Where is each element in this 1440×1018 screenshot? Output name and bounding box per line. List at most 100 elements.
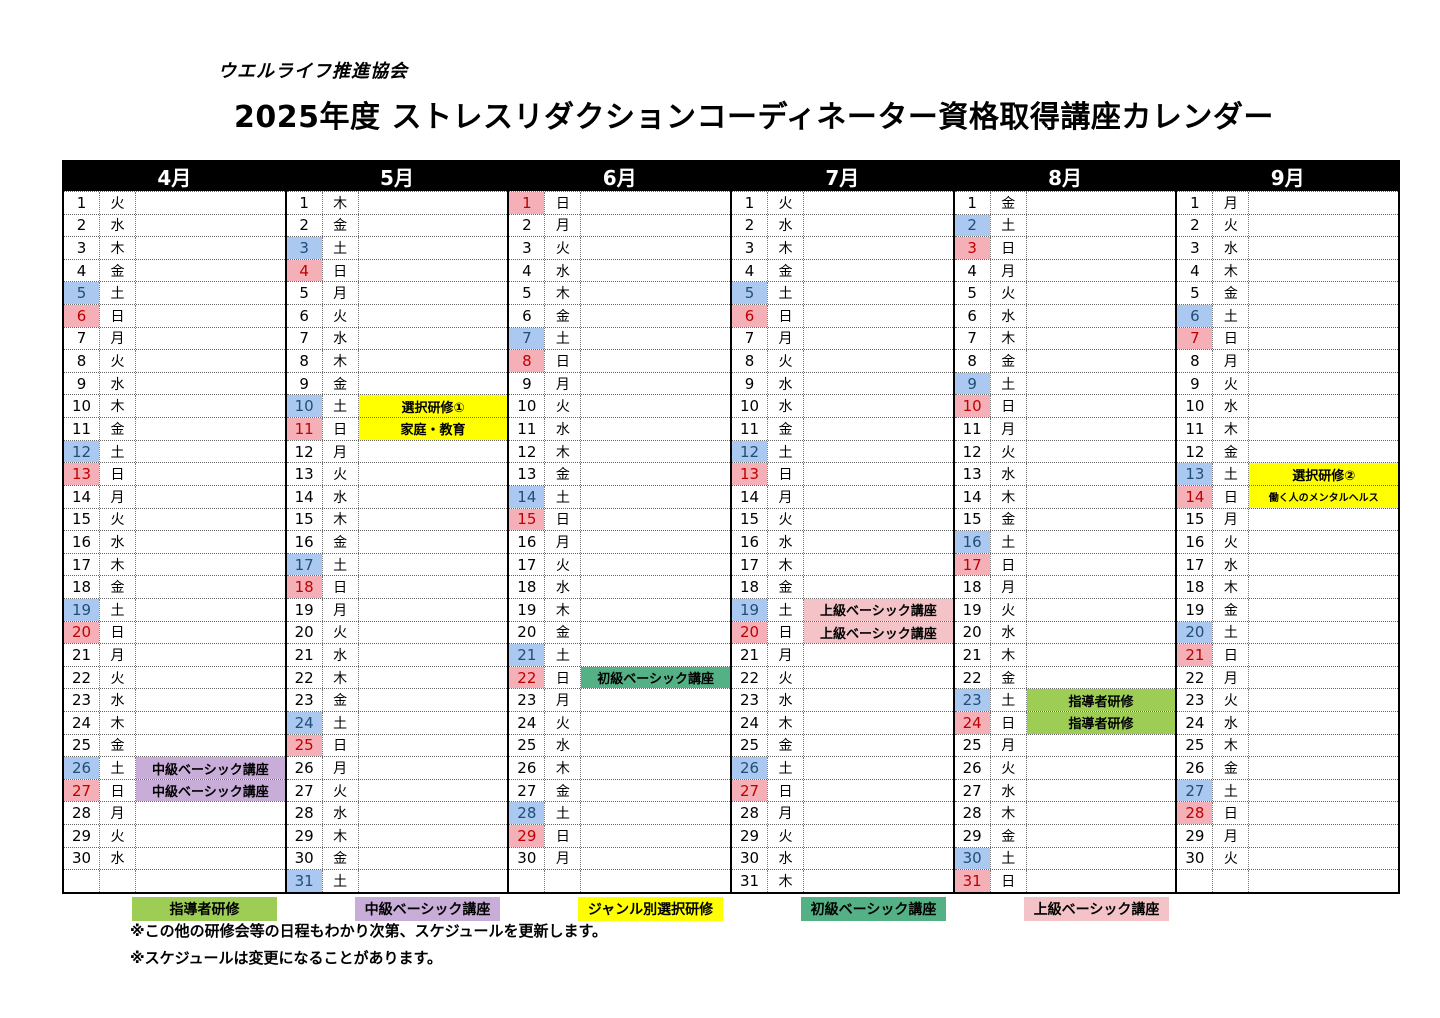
event-cell [581,757,730,779]
weekday-cell: 水 [321,644,359,666]
event-cell [1249,418,1398,440]
day-number-cell: 28 [739,804,760,823]
event-cell [136,712,285,734]
calendar-row: 16 水 [64,530,285,553]
calendar-row: 14 月 [732,484,953,508]
calendar-row: 27 金 [509,778,731,802]
weekday-cell: 火 [544,553,582,576]
calendar-row: 11 金 [732,417,953,440]
weekday-cell: 木 [989,802,1027,825]
calendar-row: 20 火 [286,620,508,644]
day-number-cell: 14 [962,487,982,506]
day-number-cell: 13 [732,463,768,485]
event-cell [1027,622,1176,644]
event-cell [581,350,730,372]
day-number-cell: 18 [962,578,982,597]
day-number-cell: 3 [1190,239,1200,258]
calendar-row: 14 水 [286,484,508,508]
weekday-cell: 土 [544,644,582,666]
event-cell [136,848,285,870]
weekday-cell: 土 [1212,621,1250,644]
day-number-cell: 9 [744,374,755,393]
calendar-row: 10 日 [954,394,1176,418]
event-cell [1027,463,1176,485]
weekday-cell: 日 [544,350,582,372]
weekday-cell: 日 [989,395,1027,418]
event-cell [804,237,953,259]
event-cell [581,599,730,621]
day-number-cell: 1 [1190,193,1200,212]
weekday-cell: 日 [321,576,359,598]
weekday-cell: 木 [1212,259,1250,282]
event-cell [1249,282,1398,304]
day-number-cell: 8 [509,350,545,372]
weekday-cell: 月 [989,576,1027,598]
day-number-cell: 18 [71,578,92,597]
weekday-cell: 月 [99,485,136,508]
weekday-cell: 土 [1212,779,1250,802]
day-number-cell: 3 [954,237,990,259]
calendar-row: 17 土 [286,552,508,576]
weekday-cell: 土 [989,372,1027,395]
day-number-cell: 19 [1185,600,1205,619]
legend-item: 上級ベーシック講座 [1024,897,1169,921]
weekday-cell: 日 [99,621,136,644]
event-cell [1249,870,1398,892]
event-cell [136,735,285,757]
weekday-cell: 日 [99,779,136,802]
weekday-cell: 金 [767,418,805,440]
calendar-row: 21 木 [954,643,1176,666]
weekday-cell: 金 [321,689,359,712]
event-cell [136,870,285,892]
event-cell [1249,689,1398,711]
event-cell [136,192,285,214]
calendar-row: 15 日 [509,507,731,531]
weekday-cell: 火 [767,666,805,689]
event-cell [804,509,953,531]
event-cell [804,305,953,327]
calendar-row: 20 日 [64,620,285,644]
weekday-cell: 金 [321,531,359,553]
event-cell [804,463,953,485]
event-cell [804,712,953,734]
calendar-row: 14 月 [64,484,285,508]
day-number-cell: 5 [299,284,309,303]
day-number-cell: 11 [1185,419,1205,438]
weekday-cell: 土 [321,712,359,734]
event-cell [581,509,730,531]
weekday-cell: 月 [1212,192,1250,214]
weekday-cell: 水 [767,689,805,712]
day-number-cell: 28 [294,804,314,823]
weekday-cell: 日 [321,418,359,440]
weekday-cell: 水 [1212,553,1250,576]
day-number-cell: 12 [517,442,537,461]
event-cell [359,825,508,847]
event-cell [804,667,953,689]
event-cell [1027,237,1176,259]
day-number-cell: 24 [286,712,322,734]
day-number-cell: 26 [294,759,314,778]
calendar-row: 26 金 [1177,756,1399,779]
event-cell [804,757,953,779]
event-cell [581,554,730,576]
day-number-cell: 14 [739,487,760,506]
calendar-row: 24 土 [286,711,508,734]
event-cell [359,509,508,531]
event-cell [136,215,285,237]
weekday-cell: 木 [321,508,359,531]
weekday-cell: 日 [99,305,136,327]
weekday-cell: 金 [321,372,359,395]
calendar-row: 29 火 [732,824,953,847]
weekday-cell: 木 [544,757,582,779]
weekday-cell: 木 [321,825,359,847]
day-number-cell: 30 [739,849,760,868]
calendar-row: 31 日 [954,869,1176,892]
event-cell [1027,509,1176,531]
day-number-cell: 10 [286,395,322,418]
day-number-cell: 13 [294,465,314,484]
